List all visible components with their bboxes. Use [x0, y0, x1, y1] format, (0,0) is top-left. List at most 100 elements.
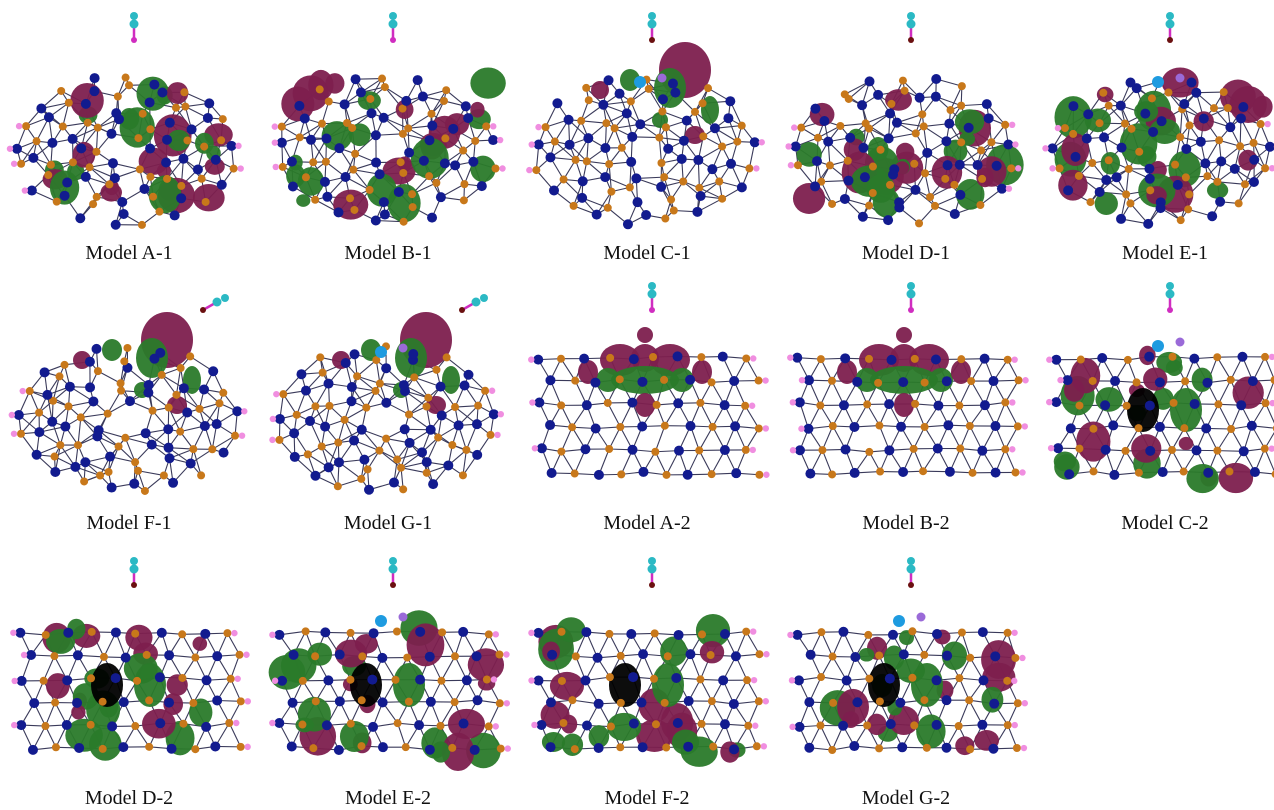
- nitrogen-atom: [622, 108, 632, 118]
- boron-atom: [605, 445, 613, 453]
- hydrogen-atom: [11, 722, 17, 728]
- bond-line: [820, 725, 832, 749]
- nitrogen-atom: [443, 460, 453, 470]
- orbital-lobe-purple: [550, 672, 584, 700]
- boron-atom: [423, 469, 431, 477]
- nitrogen-atom: [161, 158, 171, 168]
- nitrogen-atom: [1156, 203, 1166, 213]
- hydrogen-atom: [749, 403, 755, 409]
- nitrogen-atom: [710, 123, 720, 133]
- hydrogen-atom: [1006, 185, 1012, 191]
- nitrogen-atom: [679, 136, 689, 146]
- hydrogen-atom: [1042, 145, 1048, 151]
- hydrogen-atom: [1009, 122, 1015, 128]
- nitrogen-atom: [668, 79, 678, 89]
- boron-atom: [316, 85, 324, 93]
- nitrogen-atom: [62, 720, 72, 730]
- boron-atom: [1004, 721, 1012, 729]
- boron-atom: [347, 629, 355, 637]
- nitrogen-atom: [1110, 376, 1120, 386]
- boron-atom: [910, 445, 918, 453]
- boron-atom: [966, 422, 974, 430]
- nitrogen-atom: [750, 137, 760, 147]
- hydrogen-atom: [233, 720, 239, 726]
- boron-atom: [302, 173, 310, 181]
- nitrogen-atom: [164, 698, 174, 708]
- boron-atom: [353, 372, 361, 380]
- nitrogen-atom: [72, 698, 82, 708]
- orbital-lobe-purple: [635, 393, 655, 417]
- nitrogen-atom: [594, 470, 604, 480]
- boron-atom: [105, 180, 113, 188]
- nitrogen-atom: [810, 181, 820, 191]
- nitrogen-atom: [806, 650, 816, 660]
- boron-atom: [52, 743, 60, 751]
- boron-atom: [208, 445, 216, 453]
- nitrogen-atom: [1230, 164, 1240, 174]
- boron-atom: [399, 105, 407, 113]
- hydrogen-atom: [787, 354, 793, 360]
- boron-atom: [977, 146, 985, 154]
- orbital-lobe-green: [102, 339, 122, 361]
- boron-atom: [131, 722, 139, 730]
- boron-atom: [818, 446, 826, 454]
- nitrogen-atom: [1063, 375, 1073, 385]
- boron-atom: [718, 142, 726, 150]
- nitrogen-atom: [731, 651, 741, 661]
- orbital-structure-image: [779, 280, 1033, 512]
- hydrogen-atom: [750, 628, 756, 634]
- boron-atom: [1056, 164, 1064, 172]
- boron-atom: [650, 675, 658, 683]
- hydrogen-atom: [493, 723, 499, 729]
- hydrogen-atom: [1055, 125, 1061, 131]
- nitrogen-atom: [427, 121, 437, 131]
- nitrogen-atom: [850, 468, 860, 478]
- boron-atom: [1185, 190, 1193, 198]
- boron-atom: [1214, 400, 1222, 408]
- nitrogen-atom: [349, 436, 359, 446]
- nitrogen-atom: [860, 172, 870, 182]
- molecule-atom: [908, 582, 914, 588]
- hydrogen-atom: [272, 678, 278, 684]
- boron-atom: [606, 673, 614, 681]
- nitrogen-atom: [849, 741, 859, 751]
- boron-atom: [86, 163, 94, 171]
- adsorbed-molecule: [1166, 12, 1175, 43]
- hydrogen-atom: [787, 632, 793, 638]
- hydrogen-atom: [763, 698, 769, 704]
- nitrogen-atom: [980, 354, 990, 364]
- nitrogen-atom: [359, 455, 369, 465]
- nitrogen-atom: [641, 210, 651, 220]
- boron-atom: [926, 193, 934, 201]
- nitrogen-atom: [823, 137, 833, 147]
- nitrogen-atom: [1237, 352, 1247, 362]
- nitrogen-atom: [157, 628, 167, 638]
- boron-atom: [817, 628, 825, 636]
- nitrogen-atom: [320, 422, 330, 432]
- orbital-structure-image: [779, 10, 1033, 242]
- nitrogen-atom: [978, 675, 988, 685]
- nitrogen-atom: [683, 742, 693, 752]
- boron-atom: [92, 148, 100, 156]
- nitrogen-atom: [1051, 355, 1061, 365]
- molecule-atom: [907, 12, 915, 20]
- nitrogen-atom: [631, 173, 641, 183]
- boron-atom: [114, 93, 122, 101]
- nitrogen-atom: [849, 422, 859, 432]
- nitrogen-atom: [323, 675, 333, 685]
- nitrogen-atom: [1101, 445, 1111, 455]
- boron-atom: [133, 677, 141, 685]
- model-caption: Model B-1: [261, 242, 515, 265]
- nitrogen-atom: [1199, 114, 1209, 124]
- hydrogen-atom: [759, 139, 765, 145]
- hydrogen-atom: [9, 412, 15, 418]
- nitrogen-atom: [626, 629, 636, 639]
- nitrogen-atom: [898, 377, 908, 387]
- nitrogen-atom: [696, 191, 706, 201]
- boron-atom: [1001, 398, 1009, 406]
- nitrogen-atom: [418, 92, 428, 102]
- model-caption: Model D-1: [779, 242, 1033, 265]
- boron-atom: [1122, 190, 1130, 198]
- boron-atom: [649, 353, 657, 361]
- nitrogen-atom: [63, 628, 73, 638]
